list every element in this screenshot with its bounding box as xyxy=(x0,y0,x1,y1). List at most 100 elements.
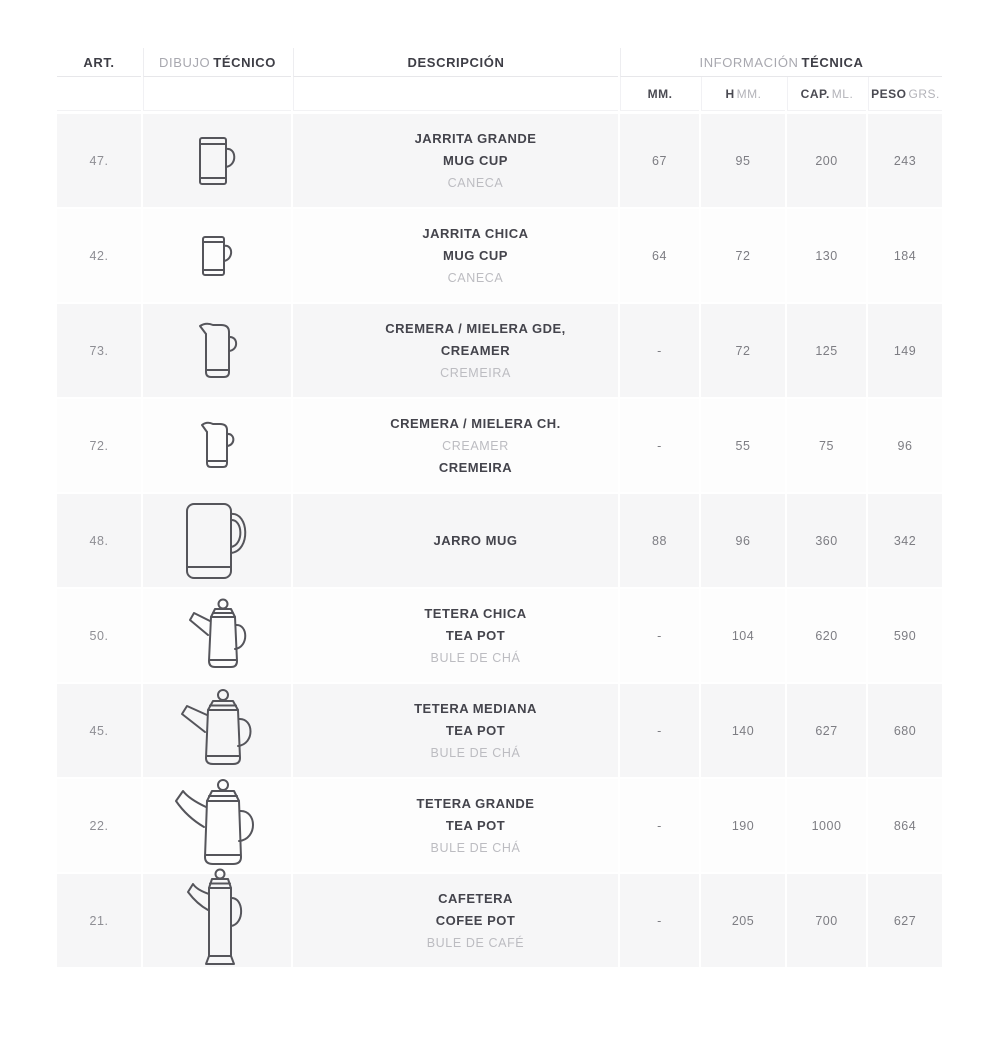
art-cell: 42. xyxy=(57,209,141,302)
h-value: 104 xyxy=(731,628,755,643)
art-number: 48. xyxy=(89,533,109,548)
peso-value: 680 xyxy=(893,723,917,738)
peso-value: 96 xyxy=(897,438,913,453)
peso-value: 243 xyxy=(893,153,917,168)
table-row: 22. TETERA GRANDE TEA POT BULE DE CHÁ - … xyxy=(57,778,942,872)
peso-header-muted: GRS. xyxy=(908,86,940,101)
h-value: 72 xyxy=(735,248,751,263)
peso-cell: 96 xyxy=(868,399,942,492)
peso-cell: 243 xyxy=(868,114,942,207)
h-value: 96 xyxy=(735,533,751,548)
col-header-description: DESCRIPCIÓN xyxy=(293,48,618,77)
teapot-icon xyxy=(177,597,257,675)
description-line: CAFETERA xyxy=(438,890,513,906)
subheader-mm: MM. xyxy=(620,77,699,111)
art-cell: 45. xyxy=(57,684,141,777)
mm-value: - xyxy=(657,818,662,833)
description-header-label: DESCRIPCIÓN xyxy=(407,54,505,70)
cap-header-muted: ML. xyxy=(831,86,854,101)
art-number: 50. xyxy=(89,628,109,643)
peso-cell: 680 xyxy=(868,684,942,777)
description-cell: CREMERA / MIELERA GDE, CREAMER CREMEIRA xyxy=(293,304,618,397)
description-line: BULE DE CHÁ xyxy=(430,650,521,665)
creamer-icon xyxy=(193,320,241,382)
subheader-empty-drawing xyxy=(143,77,291,111)
h-value: 95 xyxy=(735,153,751,168)
description-cell: JARRITA CHICA MUG CUP CANECA xyxy=(293,209,618,302)
drawing-cell xyxy=(143,399,291,492)
description-cell: JARRO MUG xyxy=(293,494,618,587)
h-cell: 72 xyxy=(701,304,785,397)
art-number: 42. xyxy=(89,248,109,263)
table-row: 50. TETERA CHICA TEA POT BULE DE CHÁ - 1… xyxy=(57,589,942,682)
description-line: BULE DE CHÁ xyxy=(430,745,521,760)
h-header-muted: MM. xyxy=(736,86,762,101)
mm-value: 67 xyxy=(652,153,667,168)
peso-value: 864 xyxy=(893,818,917,833)
mm-cell: - xyxy=(620,779,699,872)
table-row: 42. JARRITA CHICA MUG CUP CANECA 64 72 1… xyxy=(57,209,942,302)
drawing-header-muted: DIBUJO xyxy=(159,54,211,70)
info-header-muted: INFORMACIÓN xyxy=(699,54,799,70)
col-header-art: ART. xyxy=(57,48,141,77)
cap-value: 125 xyxy=(815,343,838,358)
art-number: 47. xyxy=(89,153,109,168)
description-line: JARRO MUG xyxy=(433,532,518,548)
cap-header-strong: CAP. xyxy=(800,86,830,101)
mm-value: - xyxy=(657,343,662,358)
art-number: 72. xyxy=(89,438,109,453)
description-line: CREMEIRA xyxy=(440,365,511,380)
mm-value: 64 xyxy=(652,248,667,263)
peso-value: 342 xyxy=(893,533,917,548)
description-line: TETERA GRANDE xyxy=(416,795,535,811)
drawing-cell xyxy=(143,684,291,777)
subheader-empty-art xyxy=(57,77,141,111)
mm-value: - xyxy=(657,628,662,643)
cap-value: 620 xyxy=(815,628,838,643)
art-header-label: ART. xyxy=(83,54,115,70)
description-line: TEA POT xyxy=(445,722,506,738)
art-cell: 48. xyxy=(57,494,141,587)
mm-value: - xyxy=(657,438,662,453)
mm-header-label: MM. xyxy=(647,86,673,101)
mm-cell: 67 xyxy=(620,114,699,207)
art-cell: 50. xyxy=(57,589,141,682)
description-cell: CREMERA / MIELERA CH. CREAMER CREMEIRA xyxy=(293,399,618,492)
table-row: 73. CREMERA / MIELERA GDE, CREAMER CREME… xyxy=(57,304,942,397)
h-cell: 140 xyxy=(701,684,785,777)
col-header-info: INFORMACIÓN TÉCNICA xyxy=(620,48,942,77)
peso-cell: 590 xyxy=(868,589,942,682)
creamer-icon xyxy=(196,420,238,472)
mm-value: - xyxy=(657,913,662,928)
h-value: 190 xyxy=(731,818,755,833)
description-line: JARRITA CHICA xyxy=(422,225,529,241)
h-cell: 95 xyxy=(701,114,785,207)
subheader-cap: CAP. ML. xyxy=(787,77,866,111)
cap-cell: 700 xyxy=(787,874,866,967)
catalog-table: ART. DIBUJO TÉCNICO DESCRIPCIÓN INFORMAC… xyxy=(57,48,942,967)
description-line: CREMEIRA xyxy=(438,459,513,475)
h-value: 140 xyxy=(731,723,755,738)
cap-cell: 627 xyxy=(787,684,866,777)
description-cell: TETERA CHICA TEA POT BULE DE CHÁ xyxy=(293,589,618,682)
cap-cell: 360 xyxy=(787,494,866,587)
description-cell: CAFETERA COFEE POT BULE DE CAFÉ xyxy=(293,874,618,967)
h-cell: 96 xyxy=(701,494,785,587)
drawing-cell xyxy=(143,209,291,302)
drawing-cell xyxy=(143,589,291,682)
description-line: MUG CUP xyxy=(443,152,508,168)
mm-value: 88 xyxy=(652,533,667,548)
subheader-peso: PESO GRS. xyxy=(868,77,942,111)
drawing-header-strong: TÉCNICO xyxy=(213,54,276,70)
mm-cell: 88 xyxy=(620,494,699,587)
coffee-pot-icon xyxy=(184,868,250,974)
peso-value: 149 xyxy=(893,343,917,358)
art-number: 22. xyxy=(89,818,109,833)
mm-cell: - xyxy=(620,589,699,682)
h-header-strong: H xyxy=(725,86,735,101)
h-cell: 72 xyxy=(701,209,785,302)
description-line: TEA POT xyxy=(445,817,506,833)
h-cell: 104 xyxy=(701,589,785,682)
cap-cell: 125 xyxy=(787,304,866,397)
drawing-cell xyxy=(143,114,291,207)
